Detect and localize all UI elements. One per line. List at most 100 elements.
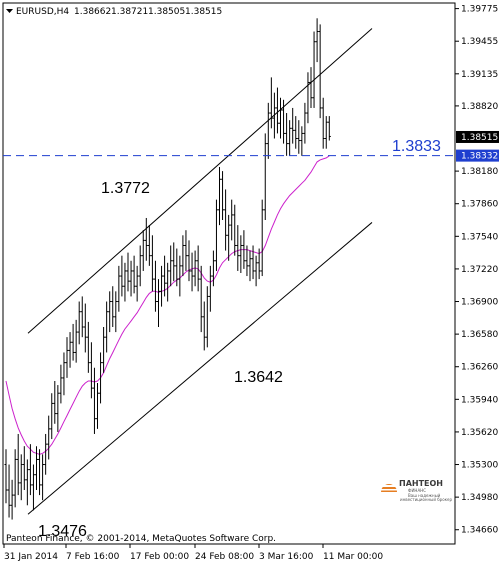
price-bar [178, 255, 182, 297]
price-bar [260, 199, 264, 277]
annotation-label: 1.3772 [101, 180, 150, 197]
time-tick-label: 7 Feb 16:00 [66, 552, 120, 562]
price-bar [59, 364, 63, 404]
price-bar [120, 255, 124, 297]
channel-upper-line[interactable] [27, 28, 373, 334]
bid-price-text: 1.38515 [461, 133, 498, 143]
logo-sub3: инвестиционный брокер [400, 497, 453, 502]
price-tick-label: 1.39135 [461, 70, 498, 80]
annotation-label: 1.3833 [392, 138, 441, 155]
price-bar [157, 279, 160, 327]
header-low: 1.38505 [148, 7, 185, 17]
price-bar [16, 433, 20, 496]
price-bar [288, 120, 292, 156]
price-bar [242, 230, 246, 269]
price-tick-label: 1.38180 [461, 167, 498, 177]
price-bar [199, 265, 203, 333]
logo-sub2: Ваш надежный [408, 493, 441, 498]
price-bar [291, 107, 295, 144]
line-price-label: 1.38332 [456, 149, 499, 162]
price-tick-label: 1.35300 [461, 461, 498, 471]
price-bar [135, 265, 139, 302]
price-bar [83, 303, 87, 353]
price-bar [266, 102, 270, 159]
copyright-text: Panteon Finance, © 2001-2014, MetaQuotes… [6, 534, 276, 544]
price-tick-label: 1.34660 [461, 526, 498, 536]
price-bar [163, 255, 167, 297]
header-high: 1.38721 [111, 7, 148, 17]
price-tick-label: 1.39775 [461, 5, 498, 15]
dropdown-triangle-icon[interactable] [6, 9, 13, 13]
price-bar [321, 97, 325, 149]
price-bar [184, 230, 188, 271]
price-bars-layer [4, 18, 331, 520]
header-open: 1.38662 [74, 7, 111, 17]
price-bar [227, 214, 231, 261]
price-tick-label: 1.37220 [461, 265, 498, 275]
price-tick-label: 1.35620 [461, 428, 498, 438]
price-bar [254, 255, 258, 287]
price-bar [4, 449, 8, 504]
price-bar [96, 383, 99, 429]
price-bar [224, 189, 228, 251]
price-bar [172, 242, 176, 282]
price-bar [306, 72, 310, 124]
price-bar [230, 199, 234, 241]
price-bar [297, 120, 301, 154]
price-bar [22, 446, 26, 491]
price-bar [28, 444, 32, 496]
price-bar [257, 248, 261, 280]
logo-mark-stripe [381, 489, 397, 491]
price-bar [315, 18, 319, 63]
price-bar [41, 454, 45, 501]
price-bar [114, 291, 118, 333]
price-tick-label: 1.36900 [461, 298, 498, 308]
price-bar [251, 245, 255, 280]
price-bar [53, 380, 57, 424]
price-bar [50, 393, 54, 440]
price-bar [239, 235, 243, 273]
time-axis: 31 Jan 2014 7 Feb 16:00 17 Feb 00:00 24 Feb… [3, 544, 383, 562]
logo-name: ПАНТЕОН [399, 479, 443, 488]
price-bar [38, 449, 42, 496]
price-bar [236, 225, 240, 271]
price-bar [86, 321, 90, 373]
price-bar [175, 248, 179, 287]
price-bar [141, 230, 145, 271]
drawn-objects-layer[interactable] [3, 28, 455, 515]
price-tick-label: 1.35940 [461, 395, 498, 405]
annotation-label: 1.3476 [38, 523, 87, 540]
price-bar [153, 260, 157, 312]
time-tick-label: 17 Feb 00:00 [130, 552, 189, 562]
price-bar [89, 342, 93, 399]
price-bar [111, 286, 115, 327]
price-bar [294, 116, 298, 149]
price-tick-label: 1.38820 [461, 102, 498, 112]
price-tick-label: 1.39455 [461, 37, 498, 47]
price-bar [169, 245, 173, 287]
price-bar [74, 319, 78, 363]
price-bar [214, 199, 218, 271]
price-bar [47, 415, 51, 460]
price-bar [92, 367, 96, 434]
channel-lower-line[interactable] [27, 222, 373, 515]
price-tick-label: 1.36580 [461, 330, 498, 340]
price-bar [44, 433, 48, 475]
price-bar [187, 240, 191, 282]
price-bar [105, 301, 109, 353]
price-bar [233, 204, 237, 256]
price-bar [196, 245, 200, 292]
logo-mark-stripe [381, 485, 397, 487]
header-close: 1.38515 [185, 7, 222, 17]
price-bar [126, 252, 130, 292]
panteon-logo: ПАНТЕОН ФИНАНС Ваш надежный инвестиционн… [381, 479, 453, 502]
price-tick-label: 1.37540 [461, 232, 498, 242]
price-bar [285, 113, 289, 156]
price-tick-label: 1.36260 [461, 363, 498, 373]
price-bar [102, 326, 106, 373]
logo-sub1: ФИНАНС [408, 488, 426, 493]
price-bar [62, 352, 66, 396]
price-bar [221, 171, 225, 221]
